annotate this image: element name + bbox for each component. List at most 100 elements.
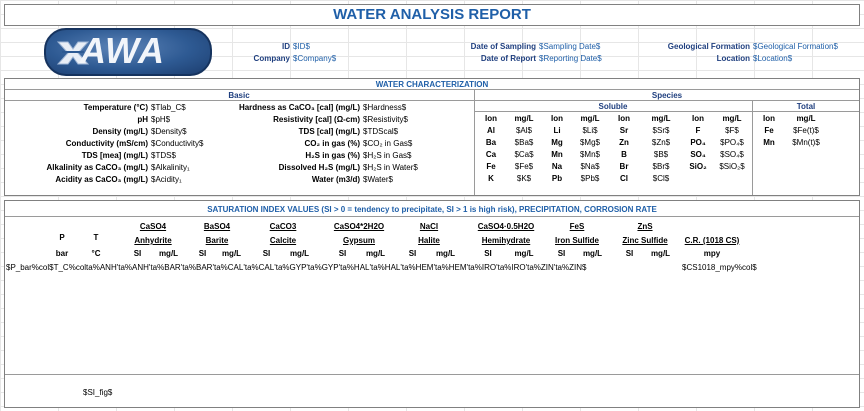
- ion-value: $Sr$: [652, 126, 670, 135]
- ion-name: Pb: [551, 174, 563, 183]
- ion-name: Sr: [619, 126, 629, 135]
- basic-param-value: $Conductivity$: [151, 139, 204, 148]
- ion-value: $Mn$: [579, 150, 600, 159]
- ion-value: $SiO₂$: [719, 162, 745, 171]
- basic-param-value: $Tlab_C$: [151, 103, 186, 112]
- si-header: SI: [133, 249, 142, 258]
- mgl-header: mg/L: [365, 249, 386, 258]
- ion-value: $Al$: [515, 126, 532, 135]
- id-label: ID: [282, 42, 290, 51]
- basic-param-label: H₂S in gas (%): [305, 151, 360, 160]
- ion-value: $K$: [516, 174, 532, 183]
- basic-param-value: $Acidity₁: [151, 175, 182, 184]
- ion-value: $F$: [725, 126, 739, 135]
- ion-value: $Cl$: [652, 174, 670, 183]
- water-section-title: WATER CHARACTERIZATION: [375, 80, 489, 89]
- temperature-label: T: [93, 233, 99, 242]
- ion-name: Na: [551, 162, 563, 171]
- ion-value: $Mg$: [579, 138, 600, 147]
- basic-param-value: $CO₂ in Gas$: [363, 139, 413, 148]
- ion-name: PO₄: [690, 138, 706, 147]
- total-ion-name: Mn: [763, 138, 775, 147]
- total-column-header: Ion: [763, 114, 775, 123]
- logo-mark-icon: [56, 41, 90, 65]
- basic-param-label: Water (m3/d): [311, 175, 360, 184]
- mgl-header: mg/L: [514, 249, 534, 258]
- corrosion-rate-label: C.R. (1018 CS): [684, 236, 740, 245]
- logo-text: AWA: [80, 30, 166, 71]
- divider: [5, 374, 859, 375]
- basic-param-value: $Water$: [363, 175, 393, 184]
- mineral-name: Halite: [418, 236, 440, 245]
- ion-name: SiO₂: [689, 162, 707, 171]
- ion-name: Ba: [485, 138, 497, 147]
- species-title: Species: [651, 91, 683, 100]
- temperature-unit: °C: [91, 249, 101, 258]
- sampling-date-label: Date of Sampling: [470, 42, 536, 51]
- location-value: $Location$: [753, 54, 793, 63]
- ion-name: Zn: [619, 138, 629, 147]
- divider: [5, 89, 859, 90]
- location-label: Location: [716, 54, 750, 63]
- ion-value: $PO₄$: [720, 138, 744, 147]
- ion-value: $Ca$: [514, 150, 534, 159]
- divider: [5, 100, 859, 101]
- soluble-column-header: mg/L: [651, 114, 671, 123]
- mineral-formula: ZnS: [637, 222, 653, 231]
- mineral-formula: CaSO4: [139, 222, 167, 231]
- mgl-header: mg/L: [435, 249, 456, 258]
- total-title: Total: [796, 102, 816, 111]
- basic-param-value: $pH$: [151, 115, 171, 124]
- company-label: Company: [253, 54, 290, 63]
- soluble-column-header: mg/L: [722, 114, 742, 123]
- ion-value: $B$: [653, 150, 669, 159]
- ion-value: $Na$: [580, 162, 600, 171]
- soluble-column-header: mg/L: [514, 114, 534, 123]
- mineral-name: Anhydrite: [134, 236, 172, 245]
- mgl-header: mg/L: [158, 249, 179, 258]
- mineral-formula: CaSO4·0.5H2O: [477, 222, 535, 231]
- si-header: SI: [408, 249, 417, 258]
- si-header: SI: [484, 249, 492, 258]
- mineral-formula: CaCO3: [269, 222, 297, 231]
- total-ion-name: Fe: [764, 126, 774, 135]
- basic-param-label: Alkalinity as CaCO₃ (mg/L): [46, 163, 149, 172]
- basic-param-value: $TDS$: [151, 151, 176, 160]
- ion-name: Ca: [485, 150, 497, 159]
- ion-name: Cl: [620, 174, 628, 183]
- mineral-name: Calcite: [269, 236, 297, 245]
- report-title: WATER ANALYSIS REPORT: [4, 4, 860, 26]
- ion-value: $Br$: [652, 162, 670, 171]
- ion-value: $Li$: [582, 126, 598, 135]
- corrosion-rate-unit: mpy: [703, 249, 721, 258]
- ion-name: K: [488, 174, 494, 183]
- basic-param-value: $Resistivity$: [363, 115, 408, 124]
- basic-param-label: Temperature (°C): [83, 103, 148, 112]
- basic-param-value: $H₂S in Gas$: [363, 151, 412, 160]
- divider: [752, 101, 753, 195]
- mgl-header: mg/L: [221, 249, 242, 258]
- basic-param-label: Hardness as CaCO₃ [cal] (mg/L): [238, 103, 360, 112]
- basic-param-label: pH: [137, 115, 148, 124]
- divider: [474, 90, 475, 195]
- mineral-name: Iron Sulfide: [555, 236, 599, 245]
- soluble-column-header: Ion: [485, 114, 497, 123]
- report-date-value: $Reporting Date$: [539, 54, 602, 63]
- company-value: $Company$: [293, 54, 337, 63]
- basic-param-label: CO₂ in gas (%): [304, 139, 360, 148]
- basic-param-value: $H₂S in Water$: [363, 163, 418, 172]
- mineral-formula: CaSO4*2H2O: [333, 222, 385, 231]
- ion-value: $SO₄$: [720, 150, 744, 159]
- saturation-section-title: SATURATION INDEX VALUES (SI > 0 = tenden…: [207, 205, 657, 214]
- basic-param-value: $Alkalinity₁: [151, 163, 190, 172]
- ion-value: $Fe$: [514, 162, 534, 171]
- ion-value: $Zn$: [651, 138, 671, 147]
- si-header: SI: [198, 249, 207, 258]
- basic-param-value: $TDScal$: [363, 127, 399, 136]
- basic-param-label: Conductivity (mS/cm): [65, 139, 148, 148]
- water-characterization-section: [4, 78, 860, 196]
- mineral-name: Zinc Sulfide: [622, 236, 668, 245]
- ion-name: Mn: [551, 150, 563, 159]
- basic-param-label: Acidity as CaCO₃ (mg/L): [55, 175, 148, 184]
- divider: [475, 111, 859, 112]
